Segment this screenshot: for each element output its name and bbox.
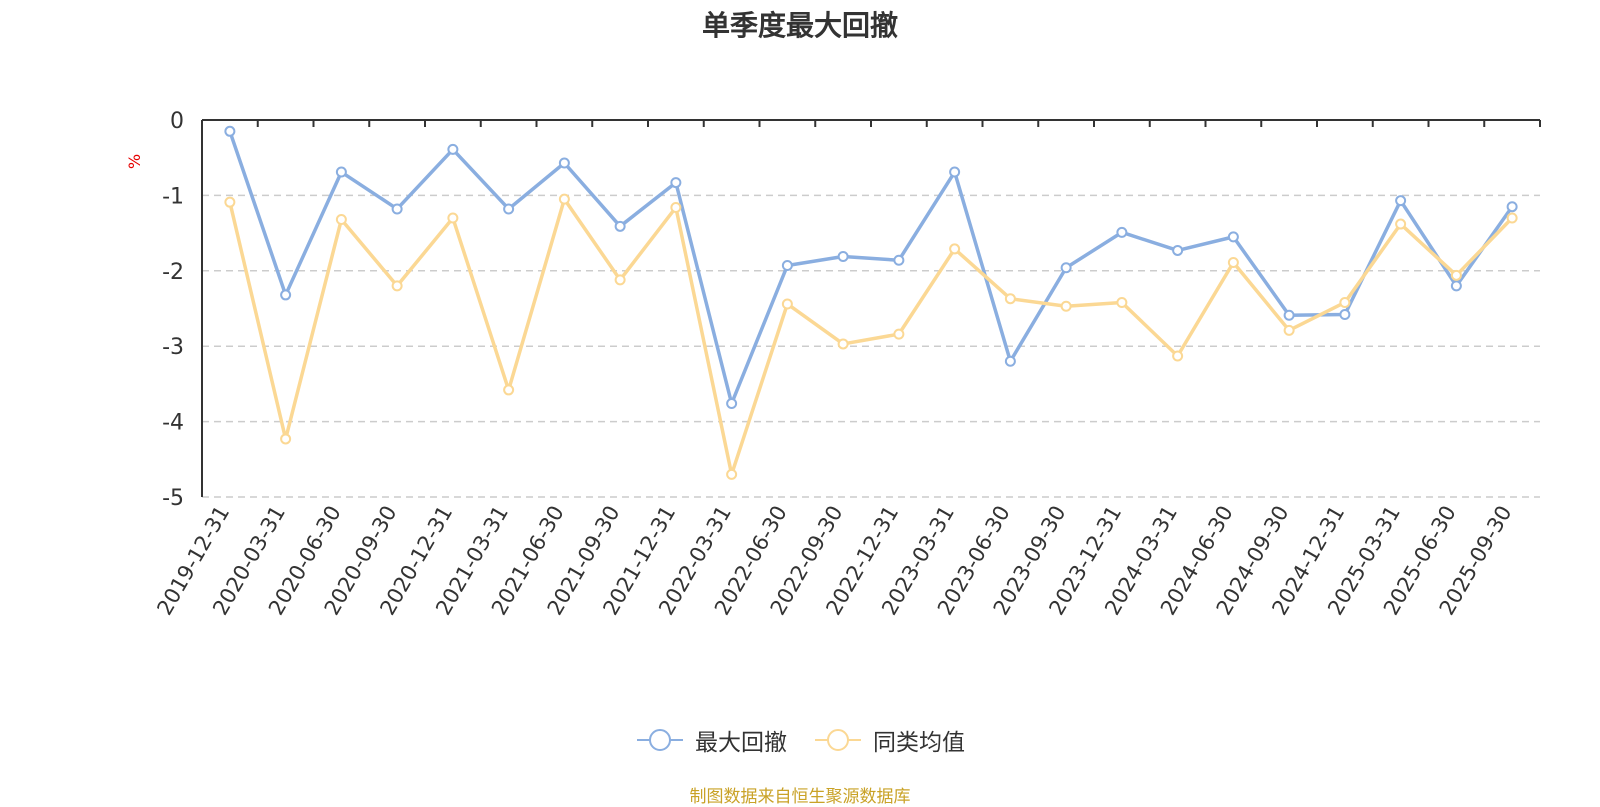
series-1-point	[335, 166, 347, 178]
series-2-point	[1227, 257, 1239, 269]
y-tick-label: -4	[162, 411, 184, 436]
series-1-point	[949, 166, 961, 178]
data-source-note: 制图数据来自恒生聚源数据库	[689, 787, 911, 807]
legend: 最大回撤 同类均值	[0, 720, 1600, 760]
series-2-point	[391, 280, 403, 292]
series-2-point	[1116, 296, 1128, 308]
series-2-point	[893, 328, 905, 340]
series-1-point	[224, 125, 236, 137]
series-2-point	[670, 201, 682, 213]
legend-marker-series-2	[815, 729, 861, 751]
series-2-point	[1506, 212, 1518, 224]
series-1-point	[726, 398, 738, 410]
series-line-2	[228, 197, 1514, 477]
series-2-point	[335, 214, 347, 226]
series-2-point	[1004, 293, 1016, 305]
series-1-point	[280, 289, 292, 301]
series-2-point	[726, 468, 738, 480]
series-1-point	[1004, 355, 1016, 367]
chart-title: 单季度最大回撤	[701, 9, 898, 42]
series-1-point	[893, 254, 905, 266]
series-1-point	[1116, 226, 1128, 238]
series-2-point	[1395, 218, 1407, 230]
series-1-point	[837, 250, 849, 262]
series-1-point	[614, 220, 626, 232]
series-1-point	[670, 177, 682, 189]
series-2-point	[224, 196, 236, 208]
series-2-point	[614, 274, 626, 286]
series-2-point	[503, 384, 515, 396]
legend-item-series-1[interactable]: 最大回撤	[635, 723, 787, 757]
legend-label-series-1: 最大回撤	[695, 730, 787, 756]
series-1-point	[1060, 262, 1072, 274]
legend-marker-series-1	[637, 729, 683, 751]
y-tick-label: 0	[170, 109, 184, 134]
series-1-point	[1506, 201, 1518, 213]
series-2-point	[949, 243, 961, 255]
series-2-point	[1339, 296, 1351, 308]
series-2-point	[1283, 324, 1295, 336]
series-2-point	[837, 338, 849, 350]
y-tick-label: -1	[162, 184, 184, 209]
series-1-point	[1227, 231, 1239, 243]
legend-item-series-2[interactable]: 同类均值	[813, 723, 965, 757]
series-1-point	[1395, 195, 1407, 207]
series-2-point	[558, 193, 570, 205]
y-tick-label: -2	[162, 260, 184, 285]
series-2-point	[1172, 350, 1184, 362]
series-2-point	[280, 433, 292, 445]
series-1-point	[781, 260, 793, 272]
series-1-point	[503, 203, 515, 215]
series-2-point	[1060, 300, 1072, 312]
series-1-point	[558, 157, 570, 169]
series-1-point	[1283, 309, 1295, 321]
series-1-point	[1172, 244, 1184, 256]
series-2-point	[781, 298, 793, 310]
series-1-point	[1450, 280, 1462, 292]
legend-label-series-2: 同类均值	[873, 730, 965, 756]
series-line-1	[228, 130, 1514, 406]
series-1-point	[1339, 309, 1351, 321]
series-2-point	[447, 212, 459, 224]
series-2-point	[1450, 269, 1462, 281]
series-1-point	[391, 203, 403, 215]
y-tick-label: -5	[162, 486, 184, 511]
y-tick-label: -3	[162, 335, 184, 360]
series-1-point	[447, 143, 459, 155]
